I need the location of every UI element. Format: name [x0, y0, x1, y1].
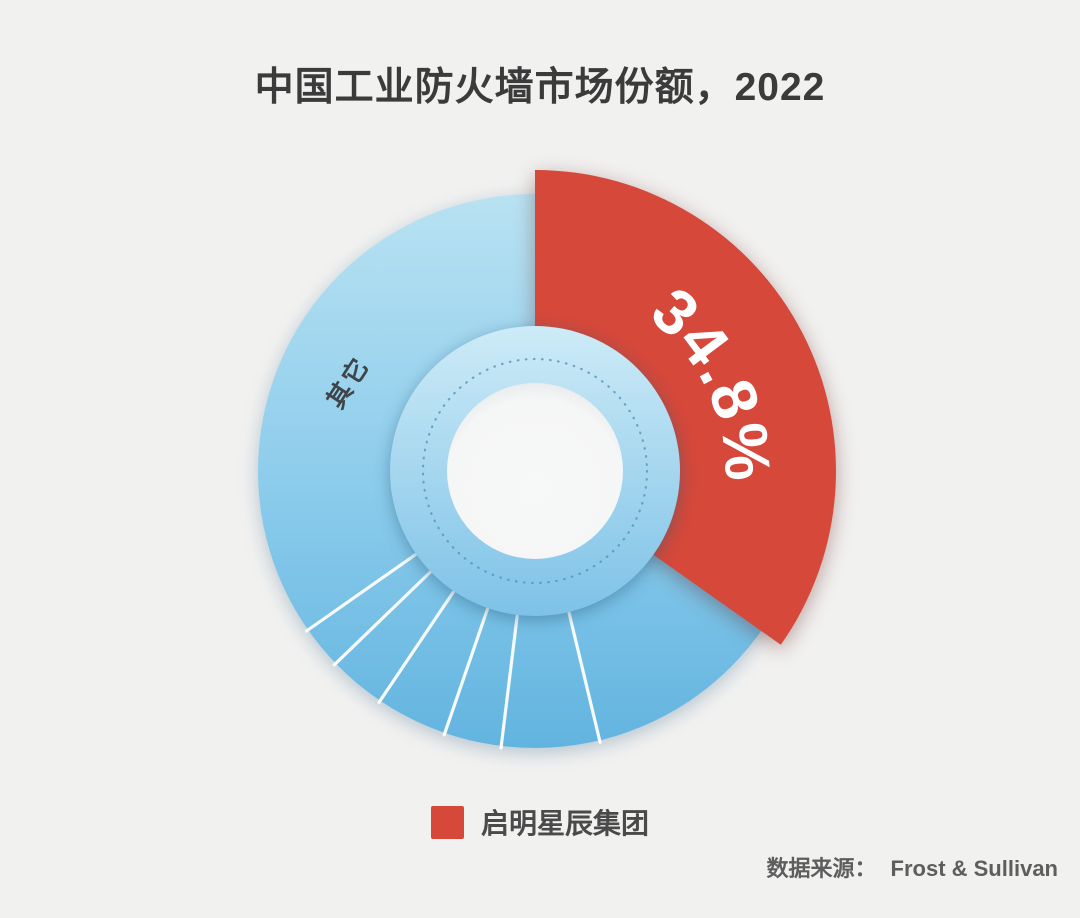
- legend-swatch: [430, 805, 464, 839]
- dotted-guide-circle: [421, 357, 649, 585]
- source-note: 数据来源： Frost & Sullivan: [767, 851, 1059, 883]
- slice-divider-line: [567, 611, 602, 744]
- legend: 启明星辰集团: [0, 802, 1080, 842]
- source-label: 数据来源：: [766, 856, 877, 881]
- legend-label: 启明星辰集团: [480, 808, 649, 839]
- donut-hole: [447, 383, 623, 559]
- venustech-slice: [535, 170, 836, 645]
- chart-title: 中国工业防火墙市场份额，2022: [254, 66, 826, 109]
- slice-divider-line: [332, 570, 432, 667]
- slice-divider-line: [499, 614, 519, 750]
- others-subsegment-dividers: [304, 553, 602, 750]
- slice-divider-line: [304, 553, 417, 633]
- source-value: Frost & Sullivan: [890, 856, 1058, 881]
- slice-divider-line: [377, 590, 455, 704]
- slice-divider-line: [442, 607, 490, 737]
- legend-swatch-rect: [430, 805, 464, 839]
